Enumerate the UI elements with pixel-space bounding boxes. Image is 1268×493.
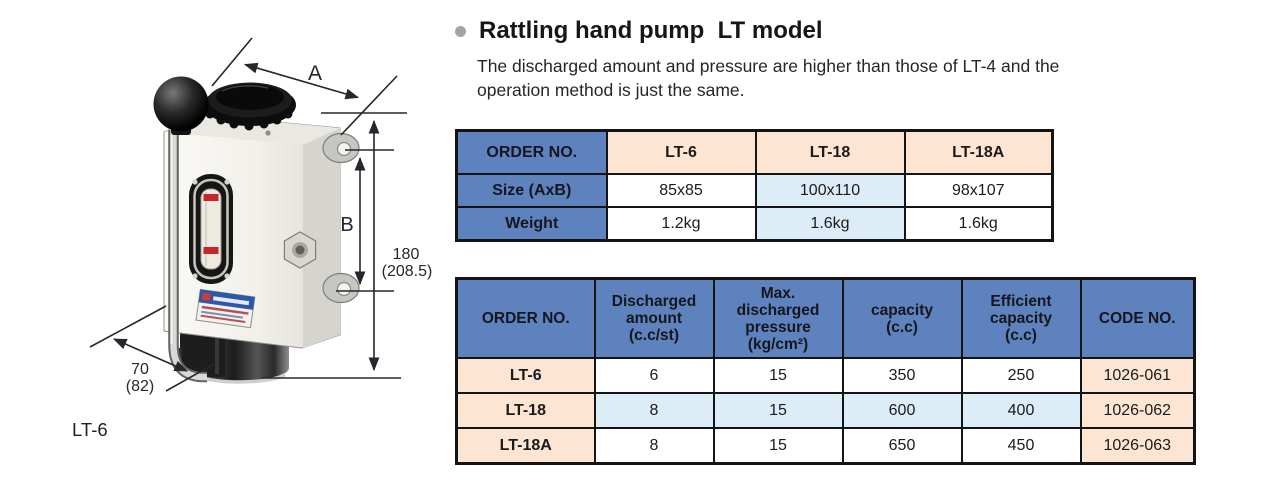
spec-col-header-order-no: ORDER NO. (455, 129, 608, 175)
performance-row-lt-18a: LT-18A 8 15 650 450 1026-063 (455, 427, 1196, 465)
dim-depth-ext-left (89, 305, 167, 348)
dim-a-ext-right (340, 75, 398, 136)
mounting-lug-bottom (322, 272, 360, 304)
perf-code-cell: 1026-062 (1079, 392, 1196, 429)
spec-value-cell: 1.6kg (754, 206, 906, 242)
perf-value-cell: 600 (841, 392, 963, 429)
perf-value-cell: 250 (960, 357, 1082, 394)
spec-col-header-lt-18a: LT-18A (903, 129, 1054, 175)
performance-row-lt-6: LT-6 6 15 350 250 1026-061 (455, 357, 1196, 394)
handle-knob (153, 76, 209, 132)
perf-col-header-capacity: capacity (c.c) (841, 277, 963, 359)
spec-row-label-size: Size (AxB) (455, 173, 608, 208)
dim-a-label: A (308, 62, 322, 85)
spec-value-cell: 1.6kg (903, 206, 1054, 242)
dimension-labels: A B 180 (208.5) 70 (82) (126, 62, 433, 395)
dim-depth-arrow (113, 338, 188, 372)
perf-col-header-order-no: ORDER NO. (455, 277, 596, 359)
oil-level-mark-bottom (203, 247, 219, 254)
mounting-lug-top (322, 132, 360, 164)
perf-value-cell: 8 (593, 427, 715, 465)
perf-value-cell: 6 (593, 357, 715, 394)
dim-depth-label: 70 (131, 361, 149, 378)
sight-glass (189, 174, 233, 284)
brand-label (195, 288, 256, 329)
perf-value-cell: 350 (841, 357, 963, 394)
spec-row-size: Size (AxB) 85x85 100x110 98x107 (455, 173, 1054, 208)
spec-table: ORDER NO. LT-6 LT-18 LT-18A Size (AxB) 8… (455, 129, 1054, 242)
perf-row-label-lt-18a: LT-18A (455, 427, 596, 465)
perf-code-cell: 1026-063 (1079, 427, 1196, 465)
spec-header-row: ORDER NO. LT-6 LT-18 LT-18A (455, 129, 1054, 175)
bullet-icon (455, 25, 466, 37)
spec-col-header-lt-6: LT-6 (605, 129, 757, 175)
performance-table: ORDER NO. Discharged amount (c.c/st) Max… (455, 277, 1196, 465)
spec-value-cell: 98x107 (903, 173, 1054, 208)
pump-body-top-face (164, 115, 340, 145)
dim-b-label: B (340, 214, 353, 236)
spec-row-label-weight: Weight (455, 206, 608, 242)
spec-value-cell: 100x110 (754, 173, 906, 208)
perf-col-header-discharged-amount: Discharged amount (c.c/st) (593, 277, 715, 359)
performance-row-lt-18: LT-18 8 15 600 400 1026-062 (455, 392, 1196, 429)
spec-value-cell: 1.2kg (605, 206, 757, 242)
perf-value-cell: 15 (712, 427, 844, 465)
page-title: Rattling hand pump LT model (479, 17, 823, 44)
spec-col-header-lt-18: LT-18 (754, 129, 906, 175)
pump-photo (153, 76, 360, 384)
perf-value-cell: 450 (960, 427, 1082, 465)
spec-row-weight: Weight 1.2kg 1.6kg 1.6kg (455, 206, 1054, 242)
pump-figure: A B 180 (208.5) 70 (82) LT-6 (72, 37, 433, 440)
section-header: Rattling hand pump LT model (455, 17, 823, 45)
perf-col-header-efficient-capacity: Efficient capacity (c.c) (960, 277, 1082, 359)
figure-caption: LT-6 (72, 419, 108, 440)
outlet-fitting (180, 331, 225, 377)
dim-a-ext-left (211, 37, 253, 87)
perf-value-cell: 400 (960, 392, 1082, 429)
perf-value-cell: 15 (712, 357, 844, 394)
outlet-highlight (215, 334, 219, 374)
perf-value-cell: 15 (712, 392, 844, 429)
dim-a-arrow (243, 62, 360, 100)
performance-header-row: ORDER NO. Discharged amount (c.c/st) Max… (455, 277, 1196, 359)
perf-col-header-max-pressure: Max. discharged pressure (kg/cm²) (712, 277, 844, 359)
top-screw (265, 130, 271, 136)
dim-height-label: 180 (393, 246, 420, 263)
dim-depth-ext-right (165, 363, 215, 392)
perf-col-header-code-no: CODE NO. (1079, 277, 1196, 359)
oil-level-mark-top (203, 194, 219, 201)
perf-value-cell: 650 (841, 427, 963, 465)
perf-row-label-lt-18: LT-18 (455, 392, 596, 429)
perf-row-label-lt-6: LT-6 (455, 357, 596, 394)
hex-fitting (283, 231, 317, 269)
perf-code-cell: 1026-061 (1079, 357, 1196, 394)
dim-depth-alt-label: (82) (126, 378, 154, 395)
dimension-annotations (89, 37, 407, 392)
description-text: The discharged amount and pressure are h… (477, 56, 1060, 100)
perf-value-cell: 8 (593, 392, 715, 429)
dim-height-alt-label: (208.5) (382, 263, 433, 280)
spec-value-cell: 85x85 (605, 173, 757, 208)
